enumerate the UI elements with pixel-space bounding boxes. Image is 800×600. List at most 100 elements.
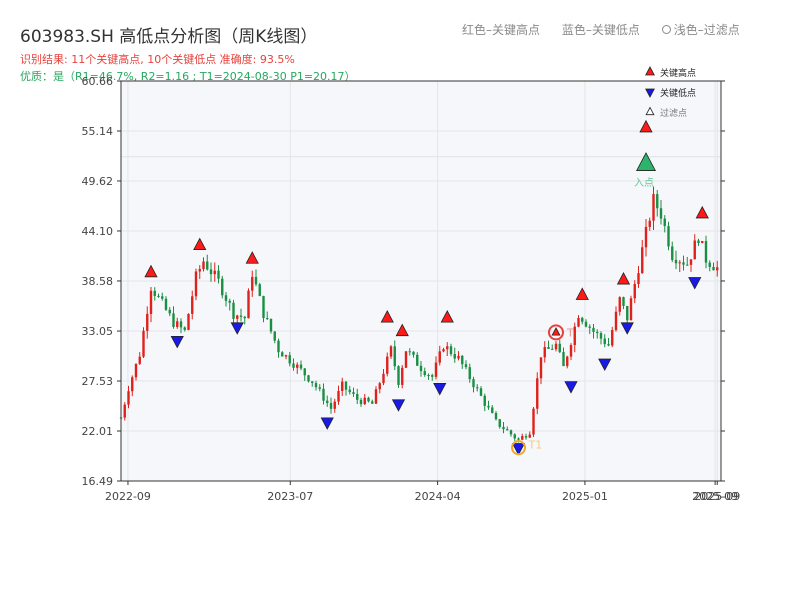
candle-body	[254, 276, 258, 285]
color-legend-red: 红色–关键高点	[462, 23, 541, 37]
candle-body	[183, 327, 186, 330]
candle-body	[442, 349, 445, 352]
candle-body	[333, 401, 336, 409]
candle-body	[142, 330, 145, 357]
candle-body	[431, 375, 434, 377]
candle-body	[341, 381, 344, 391]
candle-body	[701, 241, 704, 244]
candle-body	[371, 401, 374, 404]
candle-body	[599, 333, 603, 339]
candle-body	[363, 397, 366, 405]
candle-body	[273, 331, 276, 341]
chart-title: 603983.SH 高低点分析图（周K线图）	[20, 27, 318, 47]
candle-body	[667, 226, 670, 247]
candle-body	[633, 283, 636, 299]
candle-body	[337, 390, 340, 402]
candle-body	[468, 367, 471, 380]
y-tick-label: 16.49	[82, 475, 114, 488]
candle-body	[266, 318, 269, 320]
candle-body	[697, 240, 700, 244]
x-tick-label: 2023-07	[267, 490, 313, 503]
candle-body	[644, 226, 648, 248]
candle-body	[161, 296, 164, 299]
candle-body	[157, 295, 160, 297]
candle-body	[277, 340, 280, 353]
candle-body	[554, 343, 558, 350]
candle-body	[483, 395, 486, 406]
t1-ring	[511, 440, 526, 456]
candle-body	[656, 194, 659, 209]
candle-body	[693, 240, 696, 260]
candle-body	[311, 381, 314, 384]
candle-body	[659, 208, 663, 219]
y-tick-label: 44.10	[82, 225, 114, 238]
legend-low-icon	[645, 88, 655, 98]
candle-body	[382, 373, 385, 384]
candle-body	[239, 315, 243, 317]
candle-body	[243, 316, 246, 319]
candle-body	[494, 412, 498, 420]
candle-body	[652, 194, 655, 221]
candle-body	[288, 355, 291, 364]
candle-body	[438, 351, 441, 363]
candle-body	[517, 438, 520, 440]
key-low-marker	[320, 417, 334, 430]
key-high-marker	[440, 310, 454, 323]
candle-body	[502, 426, 505, 430]
candle-body	[569, 345, 573, 357]
candle-body	[307, 375, 310, 382]
candle-body	[712, 266, 715, 271]
recognition-summary: 识别结果: 11个关键高点, 10个关键低点 准确度: 93.5%	[20, 53, 295, 66]
key-low-marker	[620, 322, 634, 335]
candle-body	[663, 218, 666, 227]
candle-body	[592, 327, 595, 332]
candle-body	[607, 344, 610, 346]
candle-body	[303, 368, 306, 376]
t-label: T	[566, 326, 574, 339]
candle-body	[573, 326, 576, 346]
candle-body	[689, 259, 693, 265]
candle-body	[367, 397, 370, 402]
candle-body	[521, 436, 524, 440]
color-legend-light: 浅色–过滤点	[673, 23, 740, 37]
candle-body	[584, 321, 588, 327]
candle-body	[153, 290, 156, 296]
x-tick-label: 2025-01	[562, 490, 608, 503]
quality-summary: 优质：是（R1=46.7%, R2=1.16 ; T1=2024-08-30 P…	[20, 70, 356, 83]
key-high-marker	[380, 310, 394, 323]
y-tick-label: 22.01	[82, 425, 114, 438]
key-high-marker	[575, 287, 589, 300]
candle-body	[686, 264, 689, 266]
candle-body	[408, 351, 411, 353]
candle-body	[356, 393, 359, 400]
candle-body	[532, 408, 535, 435]
color-legend: 红色–关键高点 蓝色–关键低点 浅色–过滤点	[462, 21, 758, 38]
candle-body	[134, 363, 138, 378]
candle-body	[449, 346, 453, 355]
t1-label: T1	[528, 439, 543, 452]
y-tick-label: 33.05	[82, 325, 114, 338]
candle-body	[292, 363, 295, 368]
candle-body	[191, 296, 194, 314]
candle-body	[513, 434, 516, 439]
candle-body	[674, 259, 678, 264]
candle-body	[397, 366, 400, 385]
candle-body	[427, 375, 430, 377]
candle-body	[322, 388, 325, 401]
key-low-marker	[688, 277, 702, 290]
x-tick-label: 2022-09	[105, 490, 151, 503]
key-high-marker	[639, 119, 653, 133]
key-high-marker	[144, 264, 158, 278]
candle-body	[209, 269, 213, 275]
y-tick-label: 38.58	[82, 275, 114, 288]
candle-body	[528, 434, 531, 438]
candle-body	[326, 400, 329, 404]
candle-body	[217, 270, 220, 279]
candle-body	[566, 356, 569, 367]
candle-body	[419, 365, 423, 372]
candle-body	[232, 302, 235, 319]
candle-body	[179, 321, 183, 328]
candle-body	[352, 392, 355, 394]
candle-body	[198, 269, 201, 272]
candle-body	[629, 298, 633, 321]
